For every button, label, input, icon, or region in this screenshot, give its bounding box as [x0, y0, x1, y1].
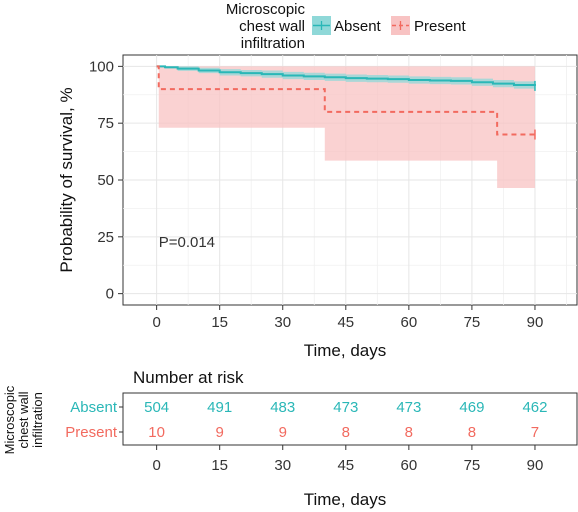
risk-x-tick-label: 30 [274, 457, 291, 474]
risk-group-label-line: chest wall [16, 391, 31, 448]
x-tick-label: 60 [401, 314, 418, 331]
risk-x-tick-label: 15 [211, 457, 228, 474]
risk-count-present: 8 [405, 424, 413, 441]
risk-count-present: 10 [148, 424, 165, 441]
risk-group-label: Microscopic chest wall infiltration [2, 385, 45, 454]
y-axis-title: Probability of survival, % [57, 87, 76, 272]
x-axis: 0 15 30 45 60 75 90 [152, 305, 543, 331]
y-tick-label: 100 [89, 58, 114, 75]
y-axis: 0 25 50 75 100 [89, 58, 123, 303]
legend-title: chest wall [239, 18, 305, 35]
risk-x-tick-label: 75 [464, 457, 481, 474]
risk-group-label-line: Microscopic [2, 385, 17, 454]
risk-count-absent: 473 [396, 399, 421, 416]
p-value-annotation: P=0.014 [159, 234, 215, 251]
risk-table-title: Number at risk [133, 368, 244, 387]
legend-title: Microscopic [226, 1, 306, 18]
x-tick-label: 45 [337, 314, 354, 331]
y-tick-label: 25 [97, 229, 114, 246]
legend-label-absent: Absent [334, 18, 382, 35]
risk-table-panel [122, 392, 578, 446]
risk-count-present: 8 [342, 424, 350, 441]
x-tick-label: 75 [464, 314, 481, 331]
risk-count-present: 9 [279, 424, 287, 441]
y-tick-label: 0 [106, 286, 114, 303]
ci-band-present [156, 66, 535, 188]
risk-count-absent: 483 [270, 399, 295, 416]
legend-label-present: Present [414, 18, 467, 35]
risk-count-absent: 473 [333, 399, 358, 416]
risk-row-label-present: Present [65, 424, 118, 441]
risk-count-absent: 504 [144, 399, 169, 416]
y-tick-label: 75 [97, 115, 114, 132]
risk-count-absent: 469 [459, 399, 484, 416]
x-tick-label: 0 [152, 314, 160, 331]
risk-x-axis-title: Time, days [304, 490, 387, 509]
risk-x-tick-label: 90 [527, 457, 544, 474]
x-tick-label: 15 [211, 314, 228, 331]
risk-x-tick-label: 0 [152, 457, 160, 474]
legend-title: infiltration [241, 35, 305, 52]
risk-count-present: 8 [468, 424, 476, 441]
risk-x-tick-label: 60 [401, 457, 418, 474]
survival-curve-absent [156, 65, 536, 86]
risk-count-present: 7 [531, 424, 539, 441]
risk-count-absent: 491 [207, 399, 232, 416]
x-tick-label: 90 [527, 314, 544, 331]
x-axis-title: Time, days [304, 341, 387, 360]
risk-x-axis: 0 15 30 45 60 75 90 [152, 445, 543, 474]
x-tick-label: 30 [274, 314, 291, 331]
y-tick-label: 50 [97, 172, 114, 189]
risk-row-label-absent: Absent [70, 399, 118, 416]
risk-group-label-line: infiltration [30, 392, 45, 448]
risk-count-present: 9 [216, 424, 224, 441]
risk-x-tick-label: 45 [337, 457, 354, 474]
survival-curve-present [156, 65, 535, 136]
risk-count-absent: 462 [522, 399, 547, 416]
